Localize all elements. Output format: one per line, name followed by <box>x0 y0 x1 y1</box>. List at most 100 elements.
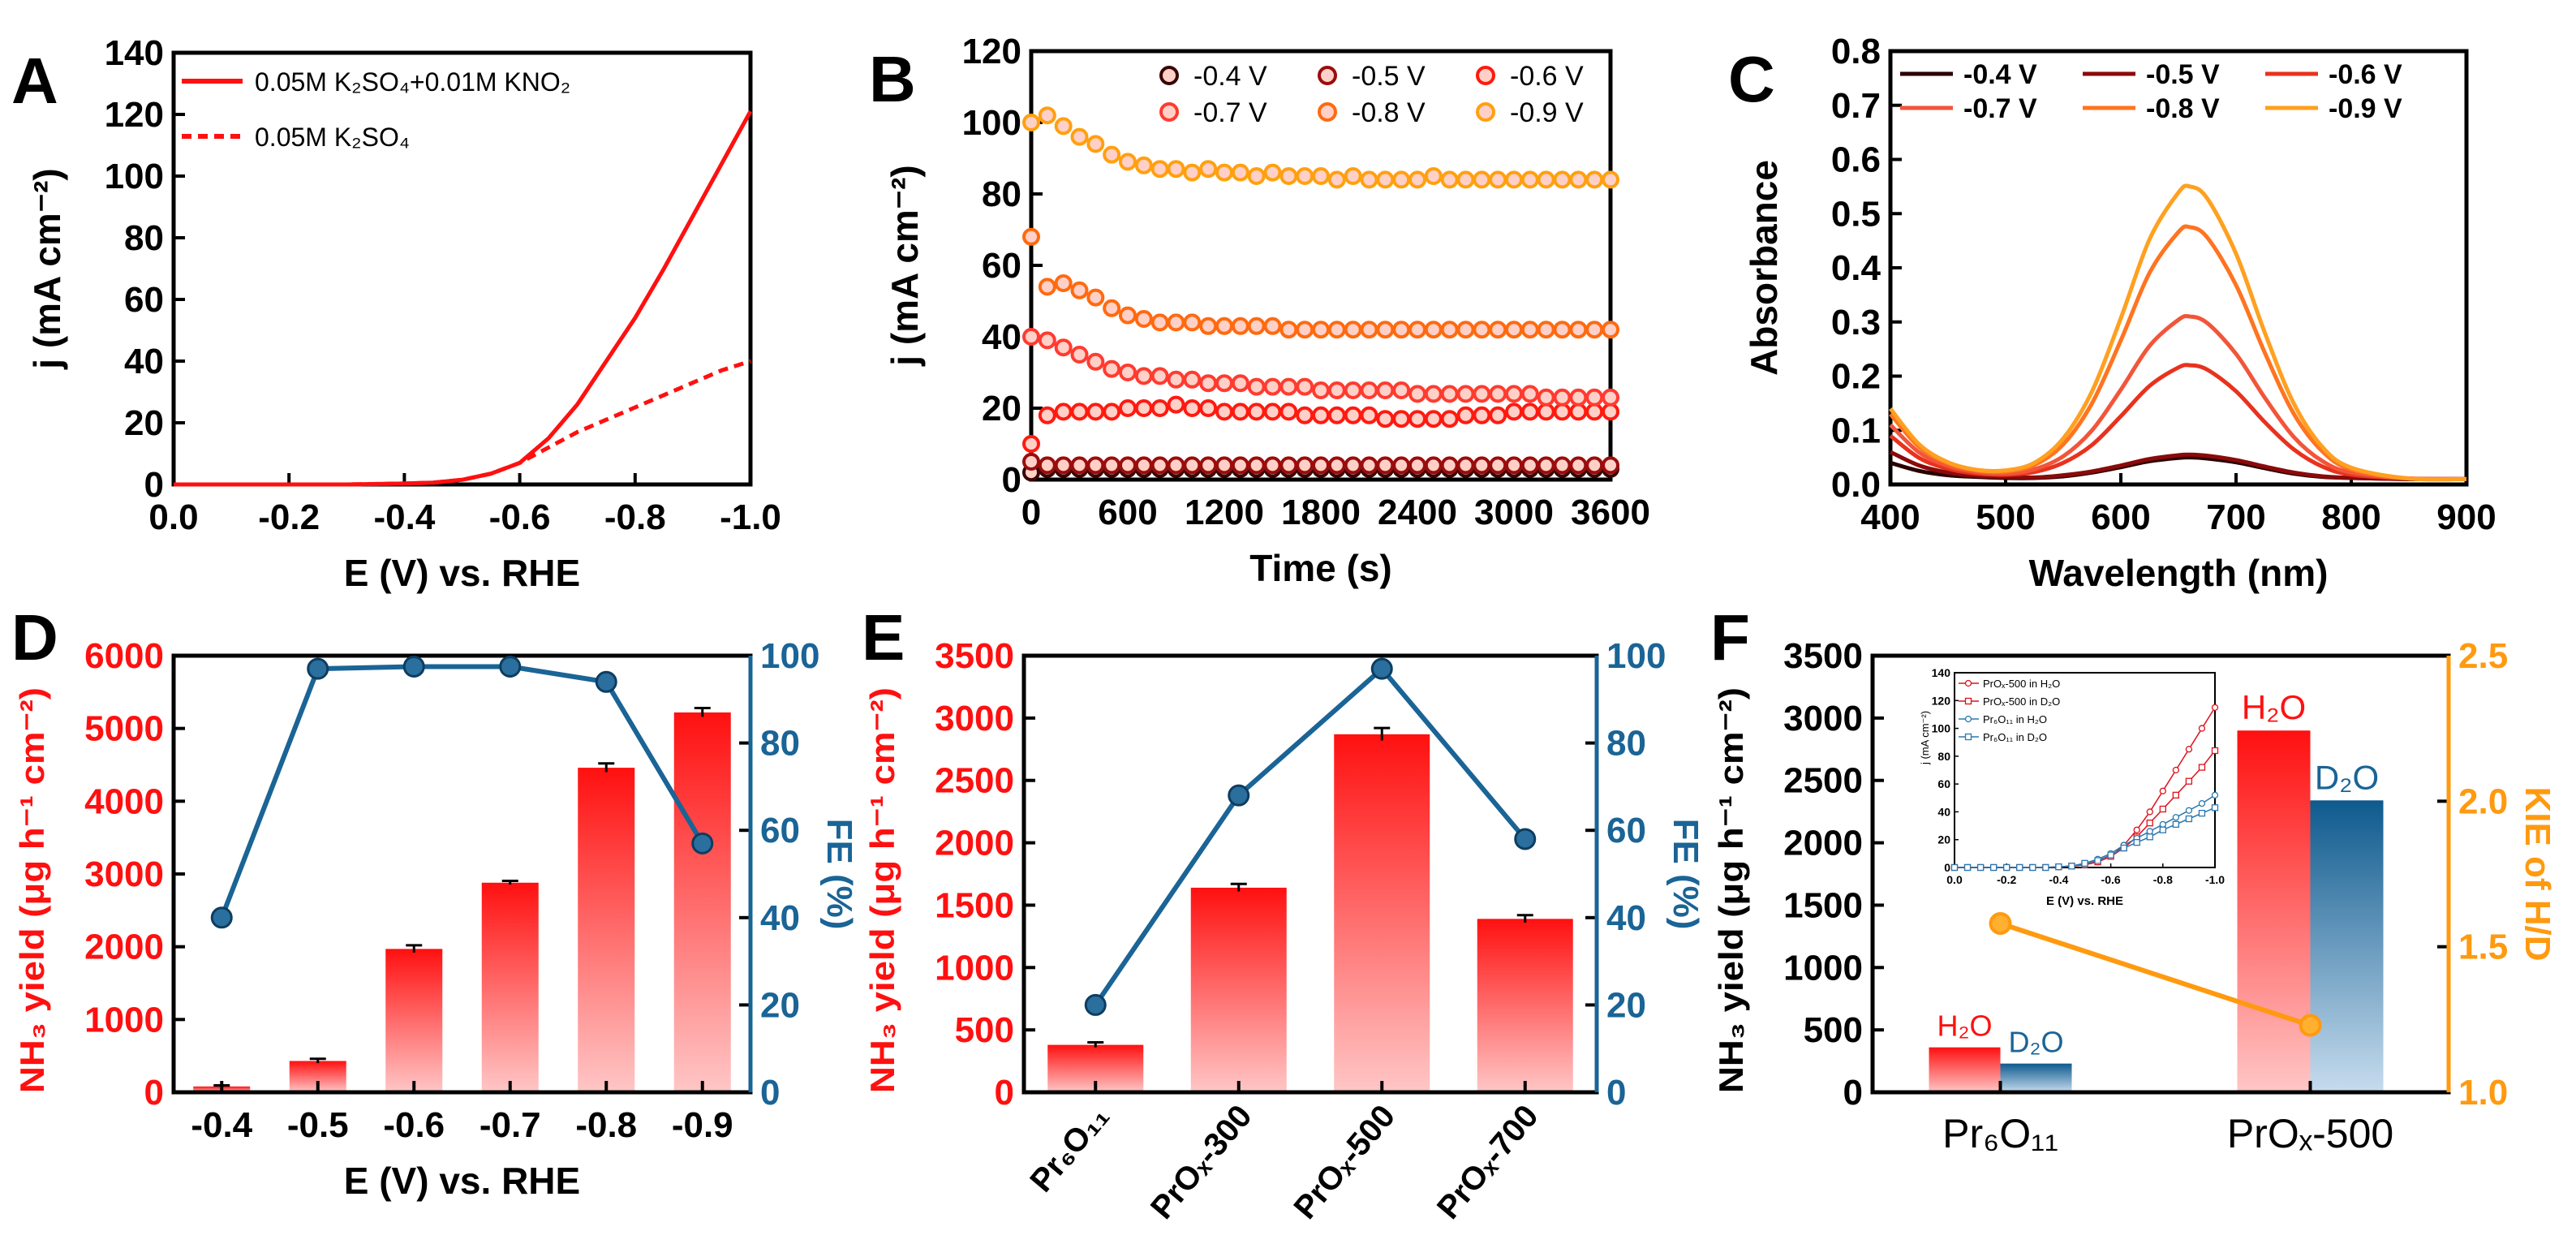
y-tick-label: 3500 <box>935 636 1014 676</box>
inset-point <box>2133 838 2140 846</box>
plot-frame <box>171 653 753 1095</box>
data-point <box>1537 456 1555 475</box>
data-point <box>1392 456 1411 475</box>
data-point <box>1569 402 1588 421</box>
y2-tick-label: 0 <box>1606 1073 1626 1113</box>
data-point <box>1247 456 1266 475</box>
inset-point <box>2185 807 2193 814</box>
bar-label: H₂O <box>1937 1009 1993 1043</box>
data-point <box>1602 170 1619 189</box>
y-axis-label: j (mA cm⁻²) <box>884 165 926 366</box>
legend-label: -0.7 V <box>1963 93 2037 124</box>
legend-label: -0.8 V <box>1352 97 1426 128</box>
data-point <box>1456 456 1475 475</box>
data-point <box>1296 377 1314 396</box>
data-point <box>1054 338 1073 357</box>
data-point <box>1054 274 1073 292</box>
data-point <box>1408 410 1426 428</box>
data-point <box>1086 456 1105 475</box>
data-point <box>1022 114 1040 131</box>
y2-tick-label: 100 <box>760 636 819 676</box>
data-point <box>1150 313 1169 332</box>
data-point <box>1150 367 1169 385</box>
x-tick-label: 2400 <box>1378 493 1457 532</box>
data-point <box>1134 399 1153 417</box>
data-point <box>1054 402 1073 421</box>
inset-point <box>2159 805 2166 813</box>
y-tick-label: 140 <box>105 33 164 73</box>
data-point <box>1408 321 1426 339</box>
data-point <box>1489 385 1507 403</box>
y-tick-label: 2000 <box>1783 824 1863 863</box>
data-point <box>1054 117 1073 136</box>
y2-tick-label: 40 <box>1606 898 1646 938</box>
data-point <box>1312 456 1330 475</box>
series-line--0.9V <box>1889 183 2467 482</box>
y2-tick-label: 1.0 <box>2458 1073 2508 1113</box>
x-tick-label: 0 <box>1021 493 1041 532</box>
y-axis-label: NH₃ yield (μg h⁻¹ cm⁻²) <box>1712 687 1750 1093</box>
inset-x-tick-label: -0.4 <box>2049 873 2068 886</box>
data-point <box>1022 227 1040 246</box>
y2-tick-label: 2.0 <box>2458 781 2508 821</box>
inset-y-tick-label: 60 <box>1937 777 1950 790</box>
x-tick-label: 1200 <box>1185 493 1264 532</box>
data-point <box>1553 456 1572 475</box>
x-tick-label: 900 <box>2436 497 2496 537</box>
data-point <box>1038 331 1056 350</box>
inset-point <box>2185 777 2193 785</box>
data-point <box>1473 406 1491 424</box>
x-tick-label: -0.2 <box>258 497 320 537</box>
data-point <box>1360 406 1378 424</box>
y-tick-label: 1000 <box>84 1000 164 1040</box>
legend-marker <box>1318 102 1337 122</box>
panel-label: E <box>862 601 905 674</box>
data-point <box>1473 170 1491 189</box>
data-point <box>1360 321 1378 339</box>
data-point <box>1520 385 1539 403</box>
legend-marker <box>1159 102 1179 122</box>
data-point <box>1167 370 1185 389</box>
data-point <box>1086 288 1105 307</box>
y-tick-label: 0.4 <box>1831 248 1881 288</box>
fe-line <box>1093 665 1528 1007</box>
x-tick-label: 500 <box>1976 497 2035 537</box>
y-tick-label: 3500 <box>1783 636 1863 676</box>
x-tick-label: 1800 <box>1281 493 1361 532</box>
data-point <box>1279 402 1298 421</box>
data-point <box>1167 313 1185 332</box>
data-point <box>1520 170 1539 189</box>
x-tick-label: PrOₓ-700 <box>1430 1099 1546 1226</box>
data-point <box>1569 321 1588 339</box>
inset-point <box>2159 820 2166 829</box>
data-point <box>1585 456 1604 475</box>
bar-h2o <box>2237 730 2311 1092</box>
data-point <box>1553 402 1572 421</box>
y-tick-label: 2500 <box>935 761 1014 801</box>
inset-x-tick-label: -0.8 <box>2153 873 2173 886</box>
y-tick-label: 1000 <box>1783 948 1863 988</box>
data-point <box>1344 456 1362 475</box>
y2-tick-label: 60 <box>1606 811 1646 850</box>
panel-a-lsv-chart: A 0 20 40 60 80 100 120 140 j (mA cm⁻²) 0.0 -0.2 -0.… <box>11 33 781 594</box>
y2-tick-label: 40 <box>760 898 800 938</box>
inset-point <box>1963 863 1972 872</box>
data-point <box>1038 456 1056 475</box>
inset-point <box>2185 815 2193 823</box>
data-point <box>1231 163 1249 182</box>
x-tick-label: -0.4 <box>373 497 435 537</box>
data-point <box>1537 402 1555 421</box>
inset-point <box>2003 863 2010 872</box>
panel-b-chronoamperometry-chart: B 0 20 40 60 80 100 120 j (mA cm⁻²) 0 600 1200 1800 2… <box>869 32 1650 589</box>
inset-legend-marker <box>1964 715 1972 723</box>
data-point <box>1022 453 1040 471</box>
y-tick-label: 0.8 <box>1831 32 1881 71</box>
inset-lsv-chart: 0 20 40 60 80 100 120 140 0.0 -0.2 -0.4 -0.6 -0.8 -1.… <box>1919 666 2225 908</box>
inset-point <box>1976 863 1985 872</box>
inset-point <box>1989 863 1998 872</box>
data-point <box>1231 456 1249 475</box>
inset-y-tick-label: 20 <box>1937 833 1950 846</box>
inset-x-tick-label: 0.0 <box>1946 873 1963 886</box>
